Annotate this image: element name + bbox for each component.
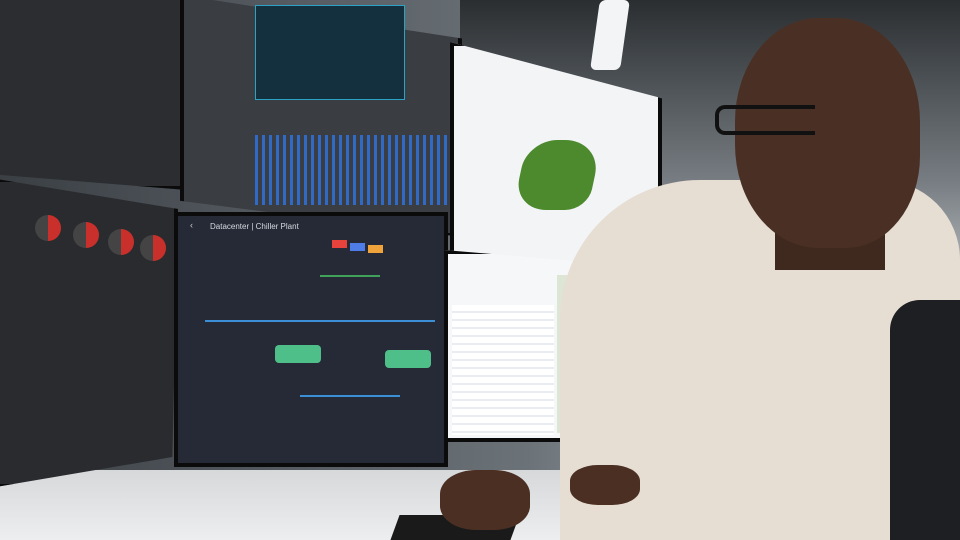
breadcrumb: Datacenter | Chiller Plant (210, 222, 299, 231)
chiller-unit[interactable] (385, 350, 431, 368)
analytics-top-chart (255, 5, 405, 100)
pipe (205, 320, 435, 322)
analytics-bar-chart (255, 135, 455, 205)
person-hand (570, 465, 640, 505)
back-arrow-icon[interactable]: ‹ (190, 220, 193, 230)
alarm-badge[interactable] (350, 243, 365, 251)
person-hand (440, 470, 530, 530)
gauge (73, 222, 99, 248)
glasses (715, 105, 815, 135)
alarm-badge[interactable] (368, 245, 383, 253)
chair (890, 300, 960, 540)
pipe (320, 275, 380, 277)
gauge (140, 235, 166, 261)
chiller-unit[interactable] (275, 345, 321, 363)
monitor-chiller-plant (174, 212, 448, 467)
monitor-schematic (0, 0, 195, 190)
gauge (108, 229, 134, 255)
gauge (35, 215, 61, 241)
alarm-badge[interactable] (332, 240, 347, 248)
asset-list (452, 305, 554, 435)
pipe (300, 395, 400, 397)
